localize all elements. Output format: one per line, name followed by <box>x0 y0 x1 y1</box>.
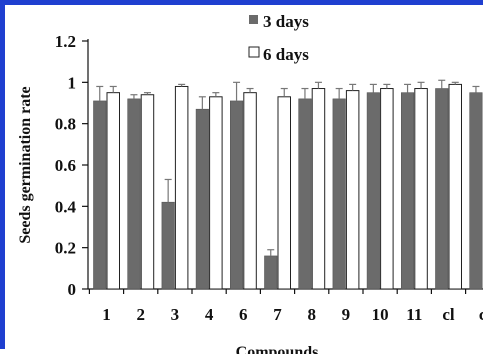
bar-chart: 3 days 6 days Seeds germination rate Com… <box>17 12 483 354</box>
legend-label-3-days: 3 days <box>263 12 309 31</box>
plot-area: 0 0.2 0.4 0.6 0.8 1 1.2 1 2 3 4 6 7 8 9 10 11 cl c <box>55 32 483 324</box>
bar-3-days-c <box>469 92 483 290</box>
bar-6-days-11 <box>414 88 428 290</box>
x-tick-label-c: c <box>479 305 483 324</box>
x-tick-label-7: 7 <box>273 305 282 324</box>
bar-3-days-2 <box>127 98 141 290</box>
bar-6-days-4 <box>209 96 223 290</box>
x-tick-label-11: 11 <box>406 305 422 324</box>
bar-6-days-9 <box>345 90 360 290</box>
y-tick-label-0: 0 <box>68 280 77 299</box>
legend-label-6-days: 6 days <box>263 45 309 64</box>
bar-3-days-9 <box>332 98 346 290</box>
bar-6-days-10 <box>380 88 394 290</box>
bar-3-days-7 <box>264 255 278 290</box>
y-tick-label-2: 0.4 <box>55 197 77 216</box>
bar-3-days-8 <box>298 98 312 290</box>
bar-6-days-6 <box>243 92 257 290</box>
bar-6-days-2 <box>140 94 155 290</box>
x-tick-label-9: 9 <box>342 305 351 324</box>
legend-swatch-6-days <box>248 46 260 58</box>
legend-swatch-3-days <box>249 15 258 24</box>
y-tick-label-4: 0.8 <box>55 115 76 134</box>
bar-6-days-1 <box>106 92 120 290</box>
bar-3-days-3 <box>161 201 175 290</box>
x-tick-label-10: 10 <box>372 305 389 324</box>
y-tick-label-6: 1.2 <box>55 32 76 51</box>
bar-3-days-6 <box>230 100 244 290</box>
y-axis-title: Seeds germination rate <box>17 86 34 243</box>
bar-6-days-7 <box>277 96 291 290</box>
x-tick-label-3: 3 <box>171 305 180 324</box>
y-tick-label-1: 0.2 <box>55 239 76 258</box>
x-tick-label-8: 8 <box>307 305 316 324</box>
bar-3-days-11 <box>400 92 415 290</box>
bar-3-days-1 <box>93 100 107 290</box>
x-tick-label-2: 2 <box>136 305 145 324</box>
x-tick-label-6: 6 <box>239 305 248 324</box>
legend: 3 days 6 days <box>248 12 309 64</box>
y-tick-label-5: 1 <box>68 73 77 92</box>
bar-3-days-4 <box>195 108 209 290</box>
bar-3-days-cl <box>435 88 449 290</box>
bar-6-days-8 <box>311 88 326 290</box>
bar-6-days-3 <box>174 85 189 290</box>
x-tick-label-cl: cl <box>442 305 455 324</box>
bar-3-days-10 <box>366 92 380 290</box>
x-tick-label-1: 1 <box>102 305 111 324</box>
x-tick-label-4: 4 <box>205 305 214 324</box>
y-tick-label-3: 0.6 <box>55 156 76 175</box>
x-axis-title: Compounds <box>236 344 319 354</box>
bar-6-days-cl <box>448 83 462 290</box>
